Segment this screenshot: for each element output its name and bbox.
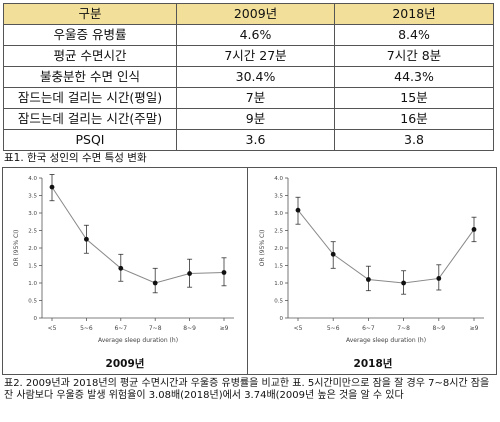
- chart-caption: 표2. 2009년과 2018년의 평균 수면시간과 우울증 유병률을 비교한 …: [4, 378, 490, 401]
- x-tick-label: 8~9: [183, 325, 196, 332]
- header-category: 구분: [3, 3, 177, 25]
- data-point: [49, 184, 55, 190]
- data-point: [221, 270, 227, 275]
- series-line: [297, 209, 475, 284]
- y-tick-label: 0: [280, 316, 284, 322]
- cell-2009: 30.4%: [176, 66, 335, 88]
- cell-2009: 3.6: [176, 129, 335, 151]
- y-tick-label: 2.5: [274, 229, 283, 235]
- y-tick-label: 1.5: [274, 264, 283, 270]
- table-header-row: 구분 2009년 2018년: [3, 3, 494, 25]
- x-tick-label: 8~9: [432, 325, 445, 332]
- y-axis-label: OR (95% CI): [13, 230, 20, 267]
- series-line: [51, 186, 225, 284]
- y-tick-label: 3.0: [28, 211, 37, 217]
- data-point: [330, 251, 336, 257]
- data-point: [295, 207, 301, 213]
- row-label: 불충분한 수면 인식: [3, 66, 177, 88]
- row-label: 잠드는데 걸리는 시간(평일): [3, 87, 177, 109]
- cell-2009: 7시간 27분: [176, 45, 335, 67]
- y-tick-label: 4.0: [274, 176, 283, 182]
- panel-label-2018: 2018년: [353, 358, 393, 370]
- cell-2018: 16분: [334, 108, 494, 130]
- data-point: [84, 236, 89, 242]
- data-point: [152, 280, 158, 286]
- x-axis-label: Average sleep duration (h): [98, 337, 178, 344]
- data-point: [118, 265, 124, 271]
- cell-2018: 8.4%: [334, 24, 494, 46]
- cell-2009: 9분: [176, 108, 335, 130]
- x-axis-label: Average sleep duration (h): [346, 337, 426, 344]
- table-row: 잠드는데 걸리는 시간(주말) 9분 16분: [3, 108, 494, 130]
- data-point: [401, 280, 406, 286]
- cell-2009: 7분: [176, 87, 335, 109]
- table-row: 잠드는데 걸리는 시간(평일) 7분 15분: [3, 87, 494, 109]
- header-2018: 2018년: [334, 3, 494, 25]
- panel-label-2009: 2009년: [105, 358, 145, 370]
- table-row: 평균 수면시간 7시간 27분 7시간 8분: [3, 45, 494, 67]
- data-point: [366, 277, 371, 282]
- table-row: 불충분한 수면 인식 30.4% 44.3%: [3, 66, 494, 88]
- row-label: 평균 수면시간: [3, 45, 177, 67]
- table-caption: 표1. 한국 성인의 수면 특성 변화: [4, 152, 147, 164]
- y-tick-label: 3.0: [274, 211, 283, 217]
- y-tick-label: 2.5: [28, 229, 37, 235]
- y-tick-label: 3.5: [274, 194, 283, 200]
- y-axis-label: OR (95% CI): [259, 230, 266, 267]
- y-tick-label: 0.5: [28, 299, 37, 305]
- charts-frame: [2, 167, 497, 375]
- cell-2009: 4.6%: [176, 24, 335, 46]
- row-label: 잠드는데 걸리는 시간(주말): [3, 108, 177, 130]
- x-tick-label: 5~6: [80, 325, 93, 332]
- y-tick-label: 4.0: [28, 176, 37, 182]
- x-tick-label: 5~6: [327, 325, 340, 332]
- x-tick-label: 7~8: [397, 325, 410, 332]
- y-tick-label: 0.5: [274, 299, 283, 305]
- sleep-characteristics-table: 구분 2009년 2018년 우울증 유병률 4.6% 8.4% 평균 수면시간…: [3, 3, 494, 151]
- x-tick-label: 6~7: [114, 325, 127, 332]
- chart-2009: 0 0.5 1.0 1.5 2.0 2.5 3.0 3.5 4.0 OR (95% CI) <5 5~…: [13, 174, 234, 344]
- row-label: PSQI: [3, 129, 177, 151]
- chart-2018: 0 0.5 1.0 1.5 2.0 2.5 3.0 3.5 4.0 OR (95% CI) <5 5~…: [259, 176, 484, 344]
- header-2009: 2009년: [176, 3, 335, 25]
- y-tick-label: 3.5: [28, 194, 37, 200]
- table-row: 우울증 유병률 4.6% 8.4%: [3, 24, 494, 46]
- x-tick-label: <5: [48, 325, 57, 332]
- cell-2018: 3.8: [334, 129, 494, 151]
- row-label: 우울증 유병률: [3, 24, 177, 46]
- data-point: [436, 276, 442, 281]
- x-tick-label: 7~8: [149, 325, 162, 332]
- charts-divider: [247, 167, 248, 375]
- y-tick-label: 1.0: [28, 281, 37, 287]
- y-tick-label: 2.0: [28, 246, 37, 252]
- cell-2018: 15분: [334, 87, 494, 109]
- x-tick-label: ≥9: [470, 325, 479, 332]
- table-row: PSQI 3.6 3.8: [3, 129, 494, 151]
- cell-2018: 7시간 8분: [334, 45, 494, 67]
- cell-2018: 44.3%: [334, 66, 494, 88]
- y-tick-label: 1.0: [274, 281, 283, 287]
- x-tick-label: <5: [294, 325, 303, 332]
- y-tick-label: 0: [34, 316, 38, 322]
- y-tick-label: 1.5: [28, 264, 37, 270]
- x-tick-label: 6~7: [362, 325, 375, 332]
- data-point: [471, 227, 477, 232]
- x-tick-label: ≥9: [220, 325, 229, 332]
- data-point: [187, 271, 193, 276]
- y-tick-label: 2.0: [274, 246, 283, 252]
